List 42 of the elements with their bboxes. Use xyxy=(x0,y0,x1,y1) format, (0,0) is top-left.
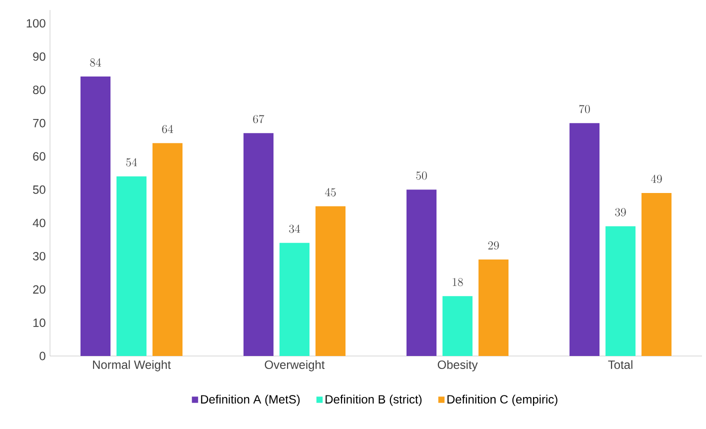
x-tick-label: Normal Weight xyxy=(93,360,171,372)
y-tick-label: 10 xyxy=(33,318,46,327)
bar xyxy=(316,206,346,356)
data-label: 67 xyxy=(253,114,264,124)
bar xyxy=(642,192,672,356)
legend-label: Definition C (empiric) xyxy=(448,394,558,406)
bar xyxy=(244,133,274,356)
bar xyxy=(152,143,182,356)
bar xyxy=(606,226,636,356)
y-tick-label: 30 xyxy=(32,252,46,260)
bar xyxy=(406,190,437,356)
data-label: 18 xyxy=(452,278,463,286)
y-tick-label: 90 xyxy=(33,52,46,61)
data-label: 45 xyxy=(324,188,336,196)
legend-label: Definition A (MetS) xyxy=(201,394,300,406)
y-tick-label: 70 xyxy=(33,118,46,128)
x-tick-label: Overweight xyxy=(264,360,325,372)
bar xyxy=(478,260,509,356)
data-label: 70 xyxy=(579,104,590,114)
bar xyxy=(80,76,110,356)
data-label: 64 xyxy=(162,124,174,134)
bar xyxy=(280,242,310,356)
bar xyxy=(116,176,146,356)
legend-label: Definition B (strict) xyxy=(326,394,422,406)
y-tick-label: 100 xyxy=(26,19,46,28)
bar xyxy=(442,296,473,356)
y-tick-label: 0 xyxy=(40,352,46,360)
y-tick-label: 20 xyxy=(33,285,46,294)
data-label: 34 xyxy=(289,224,300,233)
x-tick-label: Total xyxy=(608,360,632,369)
y-tick-label: 40 xyxy=(32,218,46,228)
data-label: 29 xyxy=(488,241,499,250)
bar xyxy=(570,123,600,356)
data-label: 50 xyxy=(416,172,427,180)
data-label: 84 xyxy=(90,58,102,67)
y-tick-label: 50 xyxy=(33,185,46,194)
x-tick-label: Obesity xyxy=(438,360,478,372)
y-tick-label: 60 xyxy=(33,152,46,161)
data-label: 49 xyxy=(650,174,662,184)
data-label: 54 xyxy=(126,158,138,166)
y-tick-label: 80 xyxy=(33,86,46,94)
data-label: 39 xyxy=(615,208,626,216)
